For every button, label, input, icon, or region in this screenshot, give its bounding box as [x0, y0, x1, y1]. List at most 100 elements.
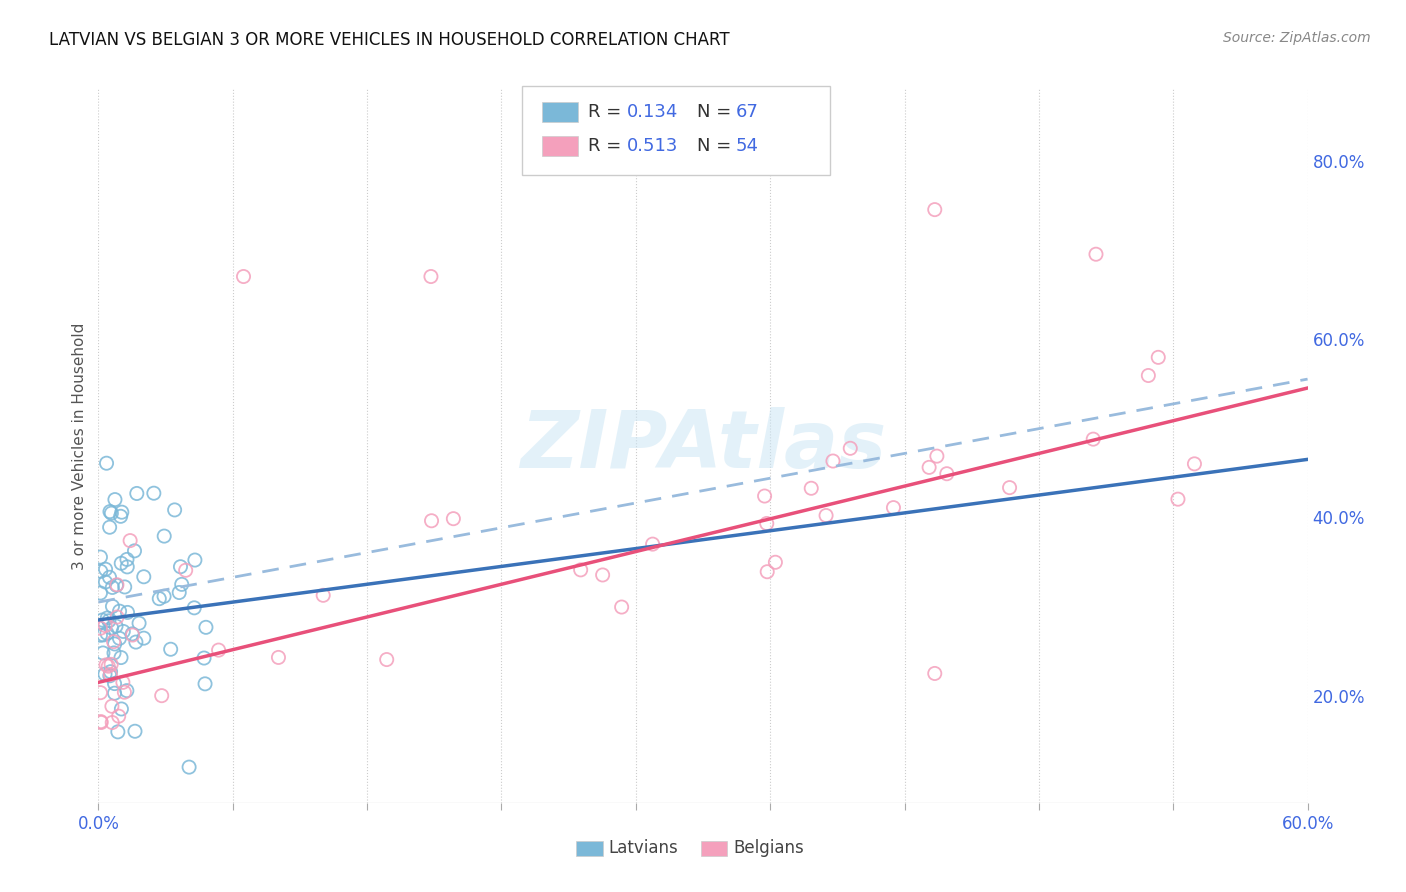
Text: LATVIAN VS BELGIAN 3 OR MORE VEHICLES IN HOUSEHOLD CORRELATION CHART: LATVIAN VS BELGIAN 3 OR MORE VEHICLES IN… — [49, 31, 730, 49]
Point — [96, 611, 118, 625]
Point — [89, 686, 111, 700]
Point — [94, 574, 117, 589]
Point — [89, 586, 111, 600]
Point — [918, 460, 941, 475]
Point — [112, 685, 135, 699]
Point — [193, 651, 215, 665]
Point — [108, 632, 131, 646]
Text: Latvians: Latvians — [609, 839, 679, 857]
Point — [100, 621, 122, 635]
Point — [1184, 457, 1206, 471]
Point — [104, 637, 127, 651]
Point — [115, 552, 138, 566]
FancyBboxPatch shape — [543, 102, 578, 122]
Point — [169, 559, 191, 574]
Point — [98, 505, 121, 519]
Point — [120, 533, 142, 548]
Point — [105, 578, 128, 592]
Point — [1147, 351, 1170, 365]
Point — [125, 486, 148, 500]
Text: Belgians: Belgians — [734, 839, 804, 857]
Point — [101, 581, 124, 595]
Point — [89, 628, 111, 642]
FancyBboxPatch shape — [700, 840, 727, 856]
Point — [641, 537, 664, 551]
Point — [94, 618, 117, 632]
FancyBboxPatch shape — [522, 86, 830, 175]
Point — [924, 666, 946, 681]
Point — [115, 683, 138, 698]
Point — [103, 646, 125, 660]
Point — [110, 556, 132, 570]
Text: 0.134: 0.134 — [627, 103, 678, 121]
Text: R =: R = — [588, 103, 627, 121]
Point — [89, 550, 111, 565]
Point — [998, 481, 1021, 495]
Point — [94, 657, 117, 672]
FancyBboxPatch shape — [543, 136, 578, 156]
Point — [1137, 368, 1160, 383]
Point — [105, 610, 128, 624]
Point — [100, 665, 122, 679]
Point — [98, 520, 121, 534]
Point — [1167, 492, 1189, 507]
Point — [420, 514, 443, 528]
Text: ZIPAtlas: ZIPAtlas — [520, 407, 886, 485]
Point — [142, 486, 165, 500]
Point — [183, 600, 205, 615]
Point — [128, 616, 150, 631]
Point — [104, 492, 127, 507]
Point — [184, 553, 207, 567]
Point — [148, 591, 170, 606]
Point — [441, 511, 464, 525]
Point — [105, 619, 128, 633]
Point — [112, 624, 135, 639]
Point — [420, 269, 443, 284]
Point — [925, 449, 948, 463]
Text: N =: N = — [697, 137, 737, 155]
Point — [90, 565, 112, 579]
Point — [98, 669, 121, 683]
Text: 0.513: 0.513 — [627, 137, 678, 155]
Point — [89, 621, 111, 635]
Point — [194, 620, 217, 634]
Point — [163, 503, 186, 517]
Point — [170, 577, 193, 591]
Point — [207, 643, 229, 657]
Point — [132, 631, 155, 645]
Point — [105, 578, 128, 592]
Point — [91, 613, 114, 627]
Point — [267, 650, 290, 665]
Point — [115, 560, 138, 574]
Point — [232, 269, 254, 284]
Point — [1085, 247, 1108, 261]
Point — [755, 516, 778, 531]
Point — [108, 604, 131, 618]
Point — [100, 667, 122, 681]
Point — [100, 506, 122, 520]
Point — [91, 646, 114, 660]
Point — [103, 634, 125, 648]
Point — [924, 202, 946, 217]
Point — [150, 689, 173, 703]
Point — [117, 606, 139, 620]
Point — [110, 650, 132, 665]
Text: 54: 54 — [735, 137, 759, 155]
Point — [312, 588, 335, 602]
Point — [110, 509, 132, 524]
Point — [159, 642, 181, 657]
FancyBboxPatch shape — [576, 840, 603, 856]
Point — [179, 760, 201, 774]
Point — [101, 699, 124, 714]
Text: R =: R = — [588, 137, 627, 155]
Point — [90, 714, 112, 729]
Point — [93, 628, 115, 642]
Point — [96, 456, 118, 470]
Point — [153, 529, 176, 543]
Point — [174, 563, 197, 577]
Point — [121, 628, 143, 642]
Point — [100, 657, 122, 672]
Point — [375, 652, 398, 666]
Point — [107, 724, 129, 739]
Point — [800, 481, 823, 495]
